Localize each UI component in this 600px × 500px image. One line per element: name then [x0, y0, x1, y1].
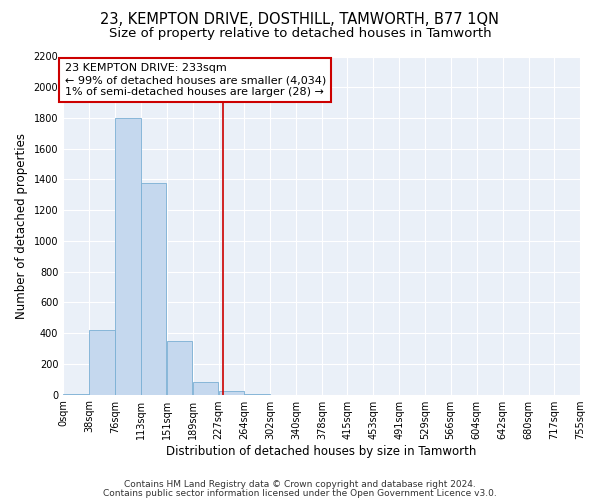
Text: Size of property relative to detached houses in Tamworth: Size of property relative to detached ho… — [109, 28, 491, 40]
Text: 23, KEMPTON DRIVE, DOSTHILL, TAMWORTH, B77 1QN: 23, KEMPTON DRIVE, DOSTHILL, TAMWORTH, B… — [101, 12, 499, 28]
Bar — [167, 341, 193, 394]
Bar — [115, 118, 141, 394]
Text: Contains public sector information licensed under the Open Government Licence v3: Contains public sector information licen… — [103, 489, 497, 498]
Bar — [193, 382, 218, 394]
Bar — [140, 182, 166, 394]
Text: Contains HM Land Registry data © Crown copyright and database right 2024.: Contains HM Land Registry data © Crown c… — [124, 480, 476, 489]
Bar — [218, 390, 244, 394]
Y-axis label: Number of detached properties: Number of detached properties — [15, 132, 28, 318]
Text: 23 KEMPTON DRIVE: 233sqm
← 99% of detached houses are smaller (4,034)
1% of semi: 23 KEMPTON DRIVE: 233sqm ← 99% of detach… — [65, 64, 326, 96]
Bar — [89, 330, 115, 394]
X-axis label: Distribution of detached houses by size in Tamworth: Distribution of detached houses by size … — [166, 444, 477, 458]
